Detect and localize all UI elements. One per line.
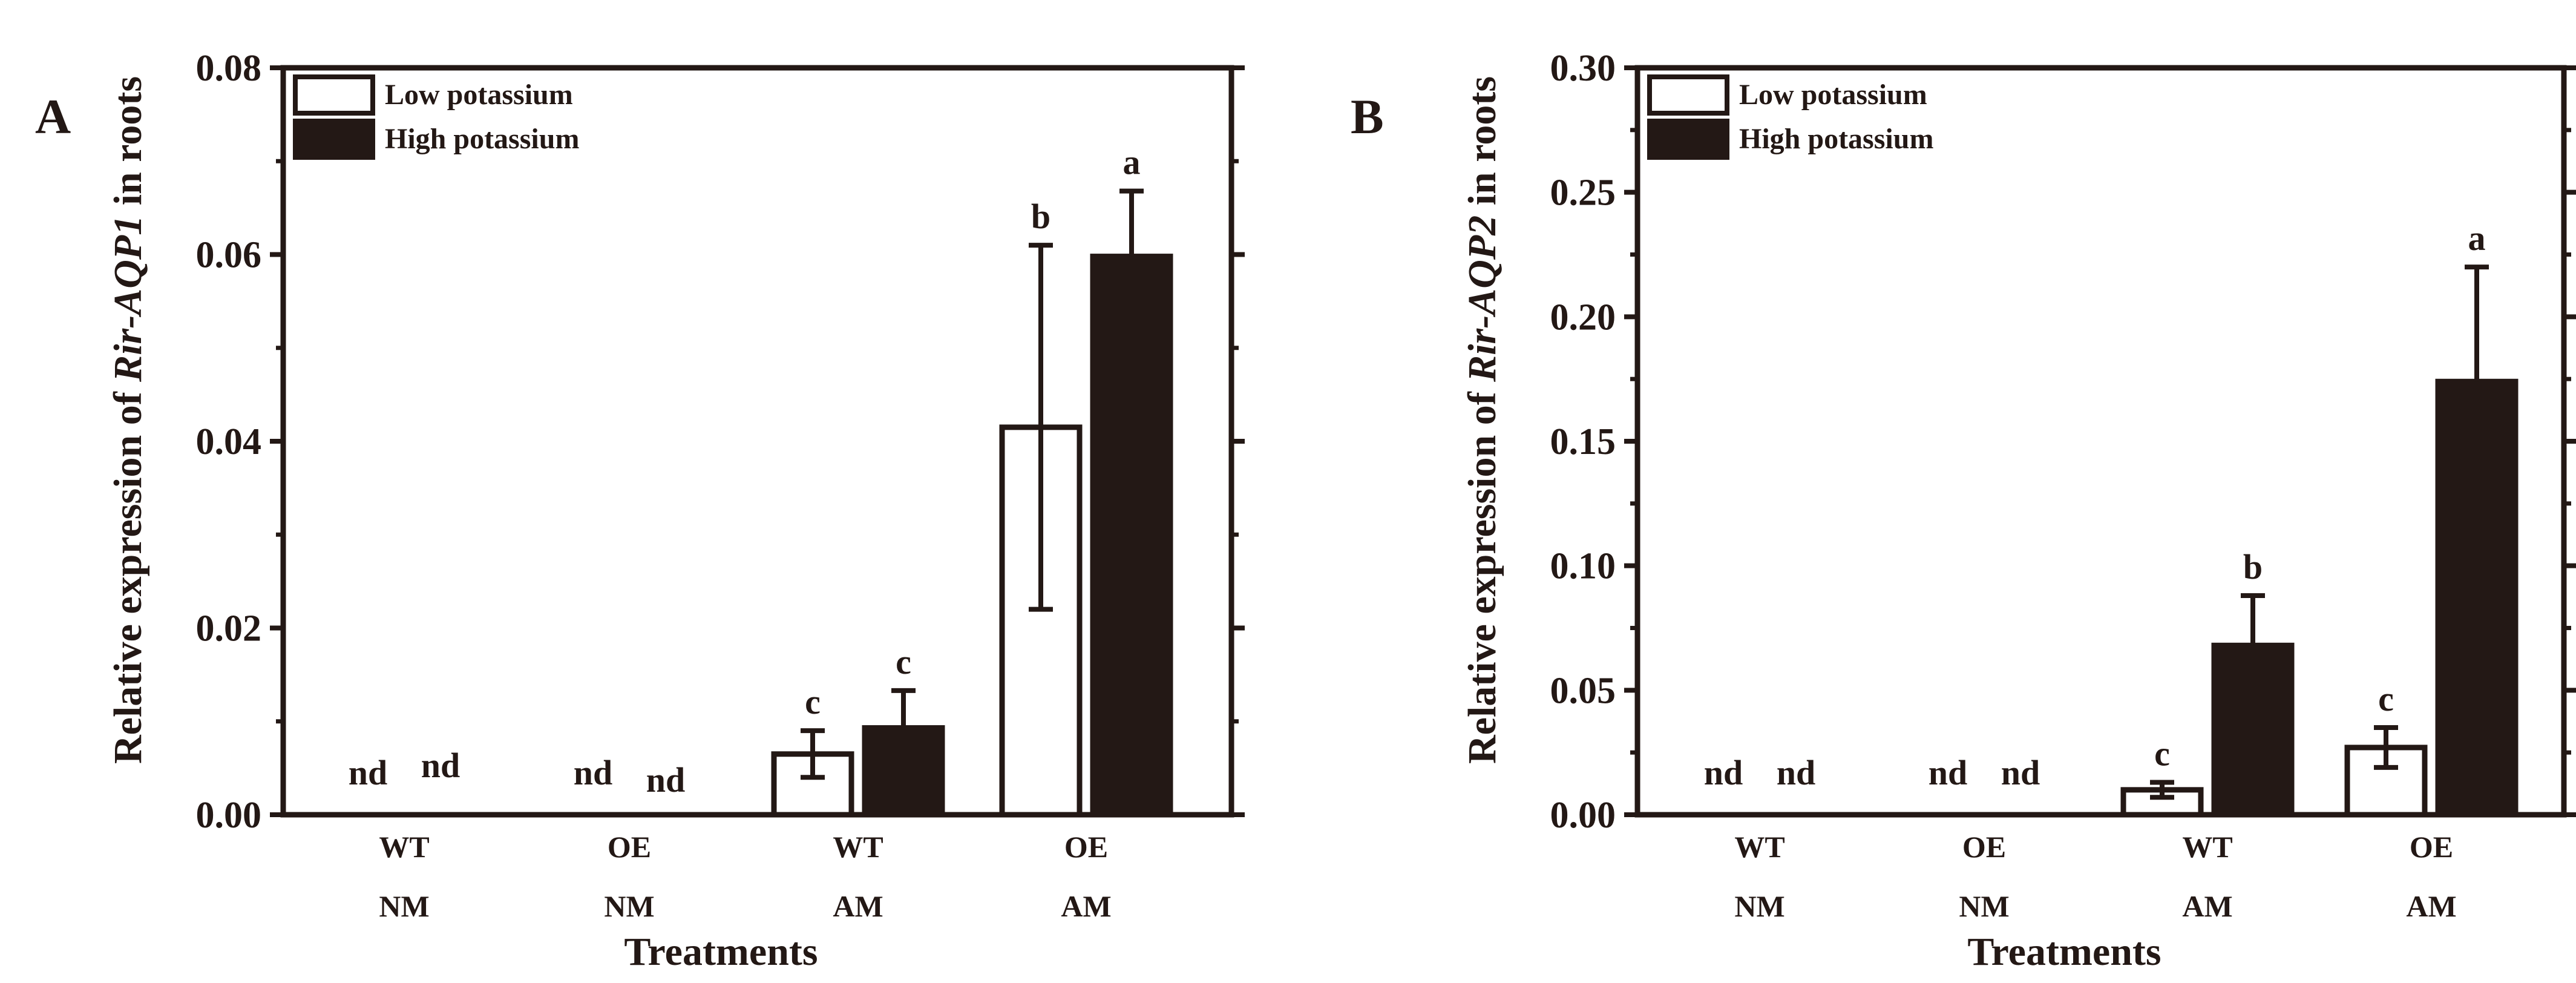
x-tick-label-genotype: OE <box>1064 830 1108 864</box>
plot-frame <box>1634 65 2567 818</box>
bar-high-potassium <box>2435 378 2519 818</box>
panel-letter: B <box>1351 89 1384 144</box>
x-tick-label-genotype: WT <box>1734 830 1785 864</box>
y-axis-title: Relative expression of Rir-AQP1 in roots <box>106 76 150 764</box>
legend-label: Low potassium <box>385 79 573 111</box>
x-tick-label-genotype: WT <box>2182 830 2232 864</box>
y-tick-label: 0.02 <box>196 608 262 649</box>
legend-swatch-low-potassium <box>293 74 375 116</box>
significance-letter: b <box>1031 197 1050 236</box>
bar-high-potassium <box>862 725 945 818</box>
y-tick-label: 0.15 <box>1550 421 1616 462</box>
y-tick-label: 0.08 <box>196 48 262 89</box>
y-tick-label: 0.04 <box>196 421 262 462</box>
y-tick-label: 0.25 <box>1550 173 1616 214</box>
significance-letter: c <box>805 682 821 722</box>
y-axis-title-prefix: Relative expression of <box>1460 382 1504 764</box>
panel-letter: A <box>35 89 71 144</box>
y-tick-label: 0.20 <box>1550 297 1616 338</box>
not-detected-label: nd <box>1704 753 1743 792</box>
x-tick-label-genotype: OE <box>608 830 651 864</box>
y-tick-label: 0.10 <box>1550 546 1616 587</box>
significance-letter: c <box>896 642 911 682</box>
x-tick-label-genotype: WT <box>379 830 429 864</box>
y-axis-title-suffix: in roots <box>106 76 150 215</box>
significance-letter: c <box>2378 679 2394 718</box>
y-tick-label: 0.00 <box>1550 795 1616 836</box>
legend-swatch-high-potassium <box>1647 119 1729 160</box>
not-detected-label: nd <box>574 753 613 792</box>
x-tick-label-inoculation: AM <box>1061 889 1111 923</box>
panel-b: B 0.00 0.05 0.10 0.15 0.20 0.25 0.30 Relative ex… <box>1351 48 2576 974</box>
x-tick-label-genotype: OE <box>1962 830 2006 864</box>
significance-letter: b <box>2243 547 2263 587</box>
y-axis-title-prefix: Relative expression of <box>106 382 150 764</box>
x-tick-label-inoculation: NM <box>1959 889 2009 923</box>
x-tick-label-inoculation: NM <box>379 889 429 923</box>
not-detected-label: nd <box>349 753 388 792</box>
x-tick-label-genotype: WT <box>833 830 883 864</box>
x-tick-label-inoculation: NM <box>1734 889 1785 923</box>
bar-high-potassium <box>1090 254 1173 818</box>
panel-a: A 0.00 0.02 0.04 0.06 0.08 Relative expression… <box>35 48 1245 974</box>
bar-high-potassium <box>2211 642 2295 818</box>
x-tick-label-inoculation: AM <box>2182 889 2232 923</box>
y-tick-label: 0.00 <box>196 795 262 836</box>
not-detected-label: nd <box>1777 753 1816 792</box>
x-tick-label-genotype: OE <box>2410 830 2453 864</box>
legend-label: High potassium <box>385 123 579 155</box>
not-detected-label: nd <box>1929 753 1968 792</box>
y-tick-label: 0.06 <box>196 235 262 276</box>
x-tick-label-inoculation: NM <box>604 889 654 923</box>
plot-frame <box>280 65 1234 818</box>
y-axis-title-gene: Rir-AQP1 <box>106 215 150 383</box>
significance-letter: a <box>2468 219 2486 258</box>
x-axis-title: Treatments <box>1967 930 2161 974</box>
y-axis-title-suffix: in roots <box>1460 76 1504 215</box>
legend-swatch-high-potassium <box>293 119 375 160</box>
x-axis-title: Treatments <box>624 930 818 974</box>
legend-label: High potassium <box>1739 123 1933 155</box>
y-axis-title: Relative expression of Rir-AQP2 in roots <box>1460 76 1504 764</box>
not-detected-label: nd <box>421 746 460 785</box>
not-detected-label: nd <box>646 760 686 800</box>
y-axis-title-gene: Rir-AQP2 <box>1460 215 1504 383</box>
y-tick-label: 0.30 <box>1550 48 1616 89</box>
not-detected-label: nd <box>2001 753 2040 792</box>
y-tick-label: 0.05 <box>1550 670 1616 711</box>
x-tick-label-inoculation: AM <box>2406 889 2456 923</box>
significance-letter: c <box>2154 734 2170 774</box>
significance-letter: a <box>1123 143 1141 182</box>
legend-label: Low potassium <box>1739 79 1927 111</box>
legend-swatch-low-potassium <box>1647 74 1729 116</box>
x-tick-label-inoculation: AM <box>833 889 883 923</box>
